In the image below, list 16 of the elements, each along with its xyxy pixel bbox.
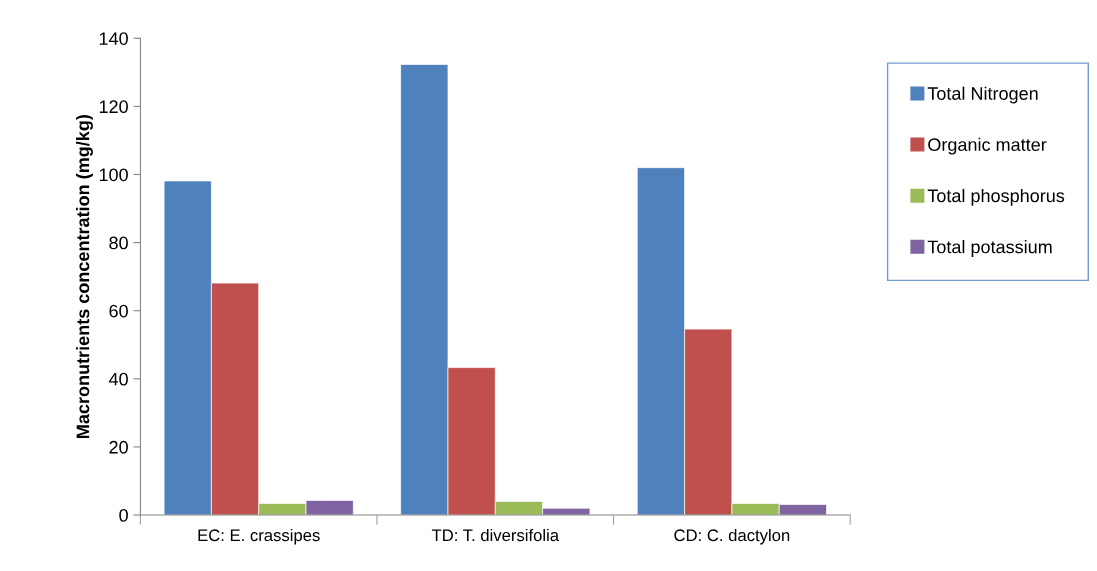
y-tick-label: 100 — [99, 168, 128, 182]
y-tick-label: 20 — [109, 440, 128, 454]
legend-label: Total potassium — [927, 240, 1052, 257]
y-axis-title: Macronutrients concentration (mg/kg) — [76, 115, 93, 438]
y-tick-label: 140 — [99, 32, 128, 45]
y-tick-label: 60 — [109, 304, 128, 318]
y-tick-label: 120 — [99, 100, 128, 114]
x-tick-label: EC: E. crassipes — [198, 528, 320, 545]
y-tick-label: 40 — [108, 372, 128, 386]
legend-label: Organic matter — [928, 137, 1047, 155]
x-tick-label: CD: C. dactylon — [674, 528, 790, 545]
x-tick-label: TD: T. diversifolia — [431, 528, 560, 542]
legend-label: Total Nitrogen — [927, 86, 1038, 104]
y-tick-label: 0 — [119, 508, 128, 522]
y-tick-label: 80 — [109, 236, 128, 250]
legend-label: Total phosphorus — [927, 188, 1065, 206]
